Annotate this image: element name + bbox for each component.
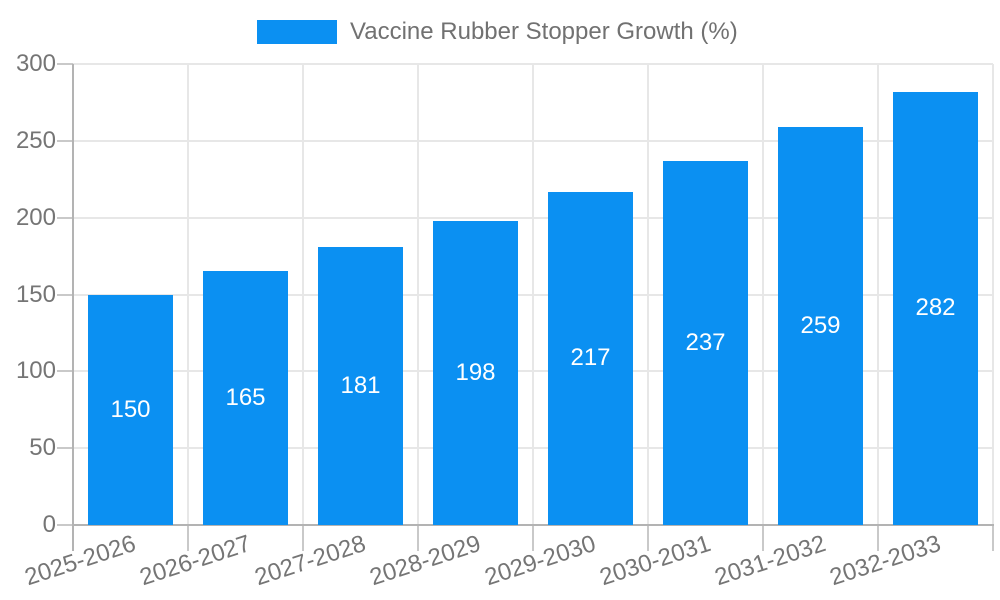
bar-value-label: 259 (800, 311, 841, 339)
x-axis-line (72, 524, 994, 526)
x-axis-label: 2027-2028 (251, 530, 369, 592)
y-axis-tick (57, 139, 73, 142)
x-gridline (302, 64, 304, 525)
x-axis-tick (762, 525, 764, 551)
x-axis-tick (532, 525, 534, 551)
x-axis-label: 2030-2031 (596, 530, 714, 592)
x-gridline (187, 64, 189, 525)
bar-value-label: 237 (685, 328, 726, 356)
bar-value-label: 165 (225, 384, 266, 412)
legend-label: Vaccine Rubber Stopper Growth (%) (350, 18, 738, 45)
y-axis-tick (57, 370, 73, 373)
bar-value-label: 181 (340, 371, 381, 399)
bar: 282 (893, 91, 978, 525)
x-axis-tick (877, 525, 879, 551)
bar: 237 (663, 160, 748, 525)
x-axis-tick (302, 525, 304, 551)
y-axis-label: 300 (15, 50, 56, 77)
x-axis-label: 2029-2030 (481, 530, 599, 592)
y-axis-tick (57, 524, 73, 526)
x-gridline (417, 64, 419, 525)
x-axis-tick (647, 525, 649, 551)
bar: 217 (548, 191, 633, 525)
bar: 198 (433, 220, 518, 525)
bar: 165 (203, 271, 288, 525)
x-axis-tick (187, 525, 189, 551)
y-axis-label: 150 (15, 280, 56, 308)
bar: 150 (88, 294, 173, 525)
x-axis-label: 2032-2033 (826, 530, 944, 592)
x-gridline (877, 64, 879, 525)
x-axis-tick (417, 525, 419, 551)
x-axis-label: 2028-2029 (366, 530, 484, 592)
x-gridline (992, 64, 994, 525)
x-axis-label: 2026-2027 (136, 530, 254, 592)
x-gridline (762, 64, 764, 525)
x-axis-label: 2025-2026 (21, 530, 139, 592)
legend-swatch (257, 20, 337, 44)
bar: 181 (318, 246, 403, 525)
chart-legend: Vaccine Rubber Stopper Growth (%) (257, 19, 738, 45)
y-axis-label: 50 (29, 434, 56, 462)
y-axis-tick (57, 293, 73, 296)
bar-value-label: 282 (915, 294, 956, 322)
y-axis-line (72, 64, 74, 551)
x-gridline (647, 64, 649, 525)
bar: 259 (778, 127, 863, 525)
bar-value-label: 198 (455, 358, 496, 386)
bar-value-label: 217 (570, 344, 611, 372)
x-axis-label: 2031-2032 (711, 530, 829, 592)
x-axis-tick (992, 525, 994, 551)
y-axis-tick (57, 63, 73, 65)
y-axis-label: 250 (15, 126, 56, 154)
bar-value-label: 150 (110, 395, 151, 423)
x-gridline (532, 64, 534, 525)
y-axis-tick (57, 447, 73, 450)
y-axis-label: 0 (42, 511, 56, 538)
y-axis-tick (57, 216, 73, 219)
y-axis-label: 200 (15, 203, 56, 231)
y-axis-label: 100 (15, 357, 56, 385)
